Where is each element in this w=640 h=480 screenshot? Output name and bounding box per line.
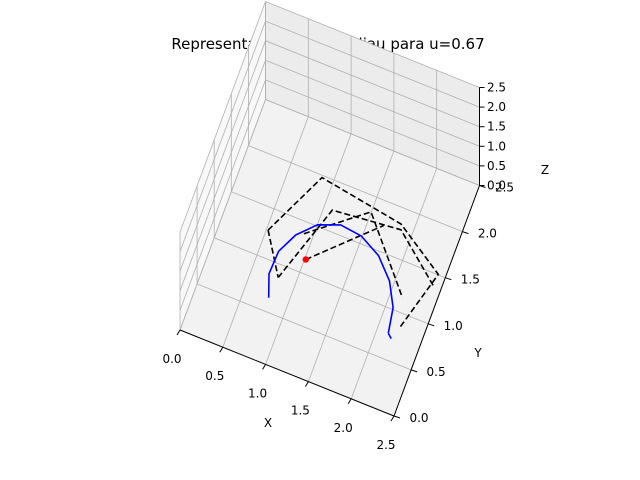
x-tick-mark	[219, 346, 224, 353]
grid-line-y	[247, 47, 463, 232]
grid-line-y	[265, 1, 480, 186]
floor-pane	[180, 99, 480, 416]
control-polygon-line	[303, 210, 404, 299]
y-tick-label: 1.0	[444, 319, 463, 333]
x-axis-label: X	[264, 416, 272, 430]
z-tick-label: 0.0	[487, 179, 506, 193]
y-tick-label: 2.5	[495, 181, 514, 195]
grid-lines	[179, 0, 480, 417]
y-tick-label: 0.0	[409, 411, 428, 425]
y-tick-label: 0.5	[427, 365, 446, 379]
y-tick-mark	[393, 415, 401, 419]
y-tick-mark	[462, 231, 469, 235]
series-layer	[267, 176, 440, 339]
x-tick-label: 1.0	[248, 386, 267, 400]
axis-lines	[179, 87, 480, 417]
y-tick-mark	[479, 185, 486, 188]
z-tick-label: 2.5	[487, 81, 506, 95]
z-tick-label: 1.0	[487, 139, 506, 153]
y-tick-mark	[410, 369, 418, 373]
x-axis-line	[179, 329, 395, 417]
z-axis-label: Z	[541, 163, 549, 177]
y-tick-mark	[445, 277, 452, 281]
x-tick-label: 2.0	[334, 421, 353, 435]
x-tick-mark	[304, 381, 309, 387]
x-tick-mark	[176, 329, 181, 336]
control-polygon-line	[267, 229, 279, 278]
y-axis-label: Y	[473, 346, 482, 360]
y-tick-mark	[428, 323, 435, 327]
grid-line-z	[179, 0, 480, 233]
y-axis-line	[393, 185, 480, 417]
casteljau-point-marker	[302, 256, 309, 263]
y-tick-label: 2.0	[478, 227, 497, 241]
x-tick-label: 2.5	[376, 438, 395, 452]
x-tick-mark	[390, 415, 395, 422]
control-polygon-line	[277, 209, 434, 287]
bezier-curve-line	[267, 224, 394, 334]
x-tick-label: 0.0	[162, 352, 181, 366]
x-tick-label: 1.5	[291, 404, 310, 418]
back-wall-pane	[265, 1, 480, 186]
z-tick-label: 0.5	[487, 159, 506, 173]
left-wall-pane	[180, 1, 266, 330]
bezier-curve-line	[387, 332, 392, 339]
z-tick-label: 1.5	[487, 120, 506, 134]
grid-line-y	[213, 139, 429, 325]
z-tick-label: 2.0	[487, 100, 506, 114]
axis-panes	[180, 1, 480, 416]
y-tick-label: 1.5	[461, 273, 480, 287]
x-tick-mark	[262, 364, 267, 370]
control-polygon-line	[305, 224, 385, 261]
grid-line-y	[230, 93, 446, 279]
grid-line-y	[196, 185, 412, 371]
x-tick-label: 0.5	[205, 369, 224, 383]
control-polygon-line	[267, 176, 440, 330]
x-tick-mark	[347, 398, 352, 405]
tick-labels: 0.0 0.0 0.0 0.5 0.5 0.5 1.0 1.0 1.0 1.5 1.5 1.5 2.0 2…	[162, 81, 514, 453]
